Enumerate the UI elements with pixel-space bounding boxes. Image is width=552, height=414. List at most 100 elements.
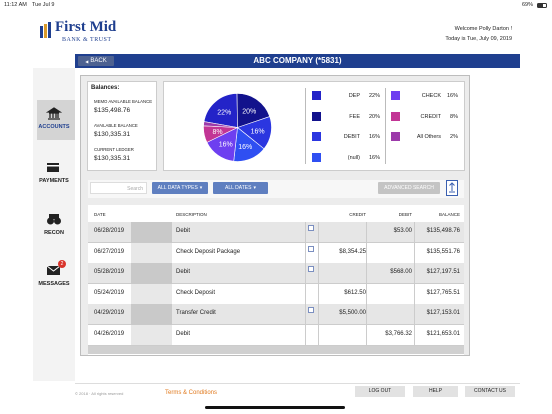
legend-swatch — [312, 152, 321, 162]
balance-label: AVAILABLE BALANCE — [94, 123, 138, 128]
legend-name: DEBIT — [343, 134, 360, 140]
nav-label[interactable]: MESSAGES — [38, 281, 70, 287]
column-header: CREDIT — [349, 212, 366, 217]
account-title: ABC COMPANY (*5831) — [253, 56, 342, 65]
search-placeholder: Search — [127, 185, 143, 192]
nav-icon[interactable] — [46, 263, 62, 278]
slice-label: 20% — [242, 108, 256, 115]
footer-button[interactable]: HELP — [413, 386, 458, 397]
legend-value: 8% — [450, 113, 458, 120]
nav-icon[interactable] — [46, 160, 62, 175]
divider — [305, 88, 306, 164]
table-cell: Debit — [176, 269, 191, 275]
balances-box — [87, 81, 157, 171]
footer-button[interactable]: CONTACT US — [465, 386, 515, 397]
table-cell: 04/26/2019 — [94, 330, 125, 337]
selected-tab — [37, 100, 75, 140]
legend-value: 16% — [368, 134, 380, 140]
dates-dropdown[interactable]: ALL DATES ▾ — [213, 182, 268, 194]
footer-line — [75, 383, 520, 384]
column-header: DATE — [94, 212, 106, 217]
balance-amount: $130,335.31 — [94, 131, 131, 138]
legend-value: 22% — [368, 93, 380, 99]
legend-swatch — [391, 132, 400, 141]
nav-label[interactable]: RECON — [44, 230, 64, 236]
attachment-icon[interactable] — [308, 245, 314, 252]
slice-label: 8% — [212, 129, 222, 136]
bank-name: First Mid — [55, 19, 117, 35]
balances-title: Balances: — [91, 85, 120, 91]
table-cell: $127,153.01 — [426, 310, 460, 316]
table-cell: $127,765.51 — [426, 289, 460, 296]
balance-amount: $130,335.31 — [94, 155, 131, 162]
cell-border — [318, 324, 319, 345]
cell-border — [305, 283, 306, 304]
table-cell: $8,354.25 — [339, 248, 366, 255]
copyright: © 2018 · All rights reserved — [75, 391, 124, 396]
nav-icon[interactable] — [46, 106, 62, 121]
legend-name: CHECK — [421, 93, 441, 99]
terms-link[interactable]: Terms & Conditions — [165, 390, 218, 396]
table-cell: 06/27/2019 — [94, 248, 125, 255]
table-cell: $5,500.00 — [339, 310, 366, 316]
status-time: 11:12 AM — [4, 2, 27, 8]
divider — [385, 88, 386, 164]
status-date: Tue Jul 9 — [32, 2, 55, 8]
table-cell: $135,551.76 — [426, 248, 460, 255]
legend-name: CREDIT — [420, 113, 441, 120]
cell-border — [414, 304, 415, 325]
table-cell: $568.00 — [390, 269, 412, 275]
nav-label[interactable]: PAYMENTS — [39, 178, 69, 184]
legend-name: All Others — [416, 134, 441, 140]
slice-label: 16% — [238, 144, 252, 151]
legend-swatch — [312, 91, 321, 100]
legend-swatch — [391, 111, 400, 121]
legend-value: 2% — [450, 134, 458, 140]
legend-name: FEE — [349, 113, 360, 120]
slice-label: 22% — [217, 109, 231, 116]
table-cell: 06/28/2019 — [94, 228, 125, 234]
row-cell — [131, 324, 172, 345]
legend-value: 16% — [368, 154, 380, 161]
row-cell — [131, 304, 172, 325]
cell-border — [366, 283, 367, 304]
back-button[interactable]: ◀ BACK — [78, 56, 114, 66]
table-cell: Debit — [176, 330, 191, 337]
attachment-icon[interactable] — [308, 307, 314, 313]
search-input[interactable]: Search — [90, 182, 147, 194]
cell-border — [414, 263, 415, 284]
cell-border — [305, 242, 306, 263]
cell-border — [305, 222, 306, 243]
data-types-dropdown[interactable]: ALL DATA TYPES ▾ — [152, 182, 208, 194]
column-header: DESCRIPTION — [176, 212, 207, 217]
column-header: BALANCE — [438, 212, 460, 217]
table-cell: 05/24/2019 — [94, 289, 125, 296]
row-cell — [131, 283, 172, 304]
back-label: BACK — [90, 58, 107, 64]
export-button[interactable] — [446, 180, 458, 196]
footer-button[interactable]: LOG OUT — [355, 386, 405, 397]
battery-icon — [537, 2, 547, 8]
row-cell — [131, 222, 172, 243]
battery-level: 69% — [522, 2, 534, 8]
cell-border — [318, 263, 319, 284]
cell-border — [414, 324, 415, 345]
advanced-search-button[interactable]: ADVANCED SEARCH — [378, 182, 440, 194]
cell-border — [318, 222, 319, 243]
home-indicator — [205, 406, 345, 409]
logo-mark — [40, 22, 51, 38]
badge: 2 — [58, 260, 66, 268]
column-header: DEBIT — [398, 212, 412, 217]
nav-label[interactable]: ACCOUNTS — [38, 124, 70, 130]
balance-amount: $135,498.76 — [94, 107, 131, 114]
attachment-icon[interactable] — [308, 225, 314, 231]
legend-swatch — [391, 91, 400, 100]
cell-border — [318, 242, 319, 263]
attachment-icon[interactable] — [308, 266, 314, 272]
nav-icon[interactable] — [46, 212, 62, 227]
table-cell: Check Deposit — [176, 289, 216, 296]
row-cell — [131, 242, 172, 263]
table-cell: $121,653.01 — [426, 330, 460, 337]
table-cell: $135,498.76 — [426, 228, 460, 234]
